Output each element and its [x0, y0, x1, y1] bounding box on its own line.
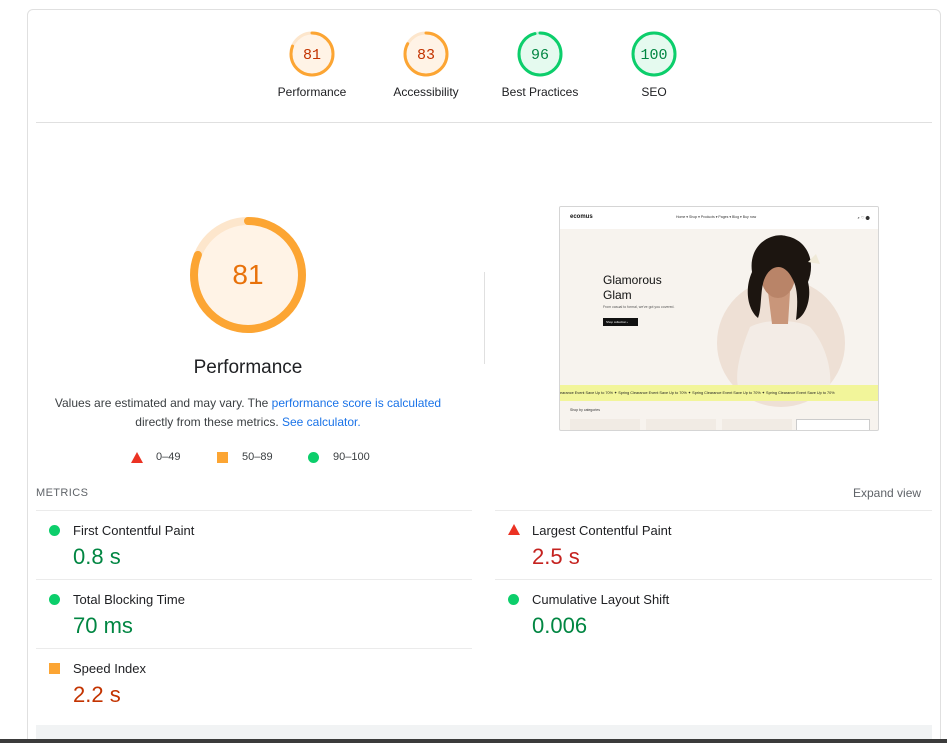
metric-speed-index: Speed Index 2.2 s: [36, 653, 466, 713]
gauge-performance[interactable]: 81 Performance: [252, 30, 372, 99]
screenshot-navbar: ecomus Home ▾ Shop ▾ Products ▾ Pages ▾ …: [560, 207, 878, 229]
gauge-performance-ring: 81: [289, 31, 335, 77]
performance-score-link[interactable]: performance score is calculated: [271, 396, 442, 410]
legend-average-label: 50–89: [242, 451, 273, 463]
screenshot-card: [722, 419, 792, 430]
screenshot-category-label: Shop by categories: [570, 408, 600, 412]
screenshot-nav-links: Home ▾ Shop ▾ Products ▾ Pages ▾ Blog ▾ …: [676, 215, 757, 219]
metric-value: 2.2 s: [73, 682, 121, 707]
gauge-seo[interactable]: 100 SEO: [594, 30, 714, 99]
metric-largest-contentful-paint: Largest Contentful Paint 2.5 s: [495, 515, 925, 575]
expand-view-toggle[interactable]: Expand view: [853, 486, 922, 500]
metric-divider: [36, 579, 472, 580]
gauge-seo-ring: 100: [631, 31, 677, 77]
screenshot-card: [796, 419, 870, 430]
screenshot-nav-icons: ⌕ ♡ ⬤: [857, 215, 870, 220]
gauge-best-practices-label: Best Practices: [501, 85, 579, 99]
desc-text-1: Values are estimated and may vary. The: [54, 396, 272, 410]
performance-description: Values are estimated and may vary. The p…: [48, 394, 448, 432]
metric-value: 0.006: [532, 613, 588, 638]
gauge-accessibility-ring: 83: [403, 31, 449, 77]
desc-text-2: directly from these metrics.: [135, 415, 282, 429]
performance-main-score: 81: [232, 259, 263, 290]
metric-divider: [36, 510, 472, 511]
metric-value: 0.8 s: [73, 544, 121, 569]
screenshot-heading-line-2: Glam: [603, 288, 632, 302]
metric-name: Cumulative Layout Shift: [532, 592, 670, 607]
screenshot-heading-line-1: Glamorous: [603, 273, 662, 287]
screenshot-logo: ecomus: [570, 214, 593, 220]
legend-average: 50–89: [217, 450, 273, 464]
metric-name: Largest Contentful Paint: [532, 523, 672, 538]
pass-circle-icon: [49, 594, 60, 605]
gauge-best-practices-score: 96: [531, 47, 549, 64]
metric-cumulative-layout-shift: Cumulative Layout Shift 0.006: [495, 584, 925, 644]
fail-triangle-icon: [508, 524, 520, 535]
legend-fail: 0–49: [131, 450, 180, 464]
vertical-divider: [484, 272, 485, 364]
metric-divider: [36, 648, 472, 649]
metric-name: Total Blocking Time: [73, 592, 185, 607]
pass-circle-icon: [508, 594, 519, 605]
top-divider: [36, 122, 932, 123]
gauge-accessibility-label: Accessibility: [393, 85, 459, 99]
average-square-icon: [49, 663, 60, 674]
metrics-heading: METRICS: [36, 487, 89, 499]
circle-icon: [308, 451, 319, 463]
metric-total-blocking-time: Total Blocking Time 70 ms: [36, 584, 466, 644]
category-gauges: 81 Performance 83 Accessibility 96 Best …: [0, 0, 947, 122]
window-bottom-edge: [0, 739, 947, 743]
performance-main-gauge: 81: [190, 217, 306, 333]
legend-fail-label: 0–49: [156, 451, 181, 463]
gauge-seo-score: 100: [640, 47, 667, 64]
gauge-accessibility-score: 83: [417, 47, 435, 64]
triangle-icon: [131, 451, 143, 463]
gauge-performance-score: 81: [303, 47, 321, 64]
screenshot-card: [646, 419, 716, 430]
screenshot-hero-subtext: From casual to formal, we've got you cov…: [603, 305, 675, 309]
final-screenshot[interactable]: ecomus Home ▾ Shop ▾ Products ▾ Pages ▾ …: [559, 206, 879, 431]
metric-name: First Contentful Paint: [73, 523, 195, 538]
metric-value: 2.5 s: [532, 544, 580, 569]
screenshot-hero-button: Shop collection ›: [603, 318, 638, 326]
legend-pass-label: 90–100: [333, 451, 370, 463]
screenshot-hero-model-image: [737, 235, 831, 387]
screenshot-card: [570, 419, 640, 430]
metric-name: Speed Index: [73, 661, 147, 676]
screenshot-category-cards: [560, 419, 878, 430]
gauge-performance-label: Performance: [277, 85, 347, 99]
gauge-best-practices-ring: 96: [517, 31, 563, 77]
metric-divider: [495, 510, 932, 511]
treemap-toolbar: [36, 725, 932, 743]
square-icon: [217, 451, 228, 463]
metric-divider: [495, 579, 932, 580]
metric-first-contentful-paint: First Contentful Paint 0.8 s: [36, 515, 466, 575]
screenshot-marquee: earance Event Save Up to 70% ✦ Spring Cl…: [560, 385, 878, 401]
legend-pass: 90–100: [308, 450, 370, 464]
gauge-best-practices[interactable]: 96 Best Practices: [480, 30, 600, 99]
gauge-accessibility[interactable]: 83 Accessibility: [366, 30, 486, 99]
performance-title: Performance: [193, 357, 303, 378]
metric-value: 70 ms: [73, 613, 133, 638]
gauge-seo-label: SEO: [641, 85, 667, 99]
pass-circle-icon: [49, 525, 60, 536]
screenshot-hero-heading: Glamorous Glam: [603, 273, 662, 303]
see-calculator-link[interactable]: See calculator.: [281, 415, 361, 429]
